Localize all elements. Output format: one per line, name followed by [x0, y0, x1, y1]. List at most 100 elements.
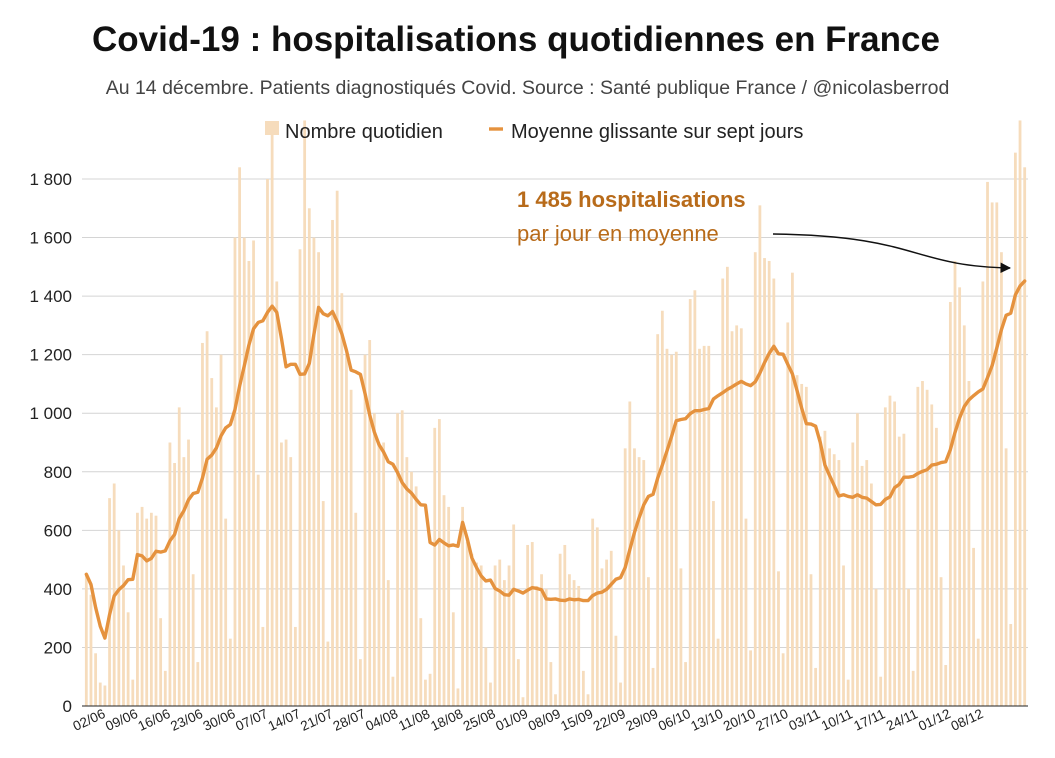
- daily-bar: [372, 413, 376, 706]
- daily-bar: [233, 237, 237, 707]
- daily-bar: [326, 641, 330, 706]
- y-tick-label: 1 000: [29, 404, 72, 423]
- x-tick-label: 17/11: [851, 706, 887, 733]
- daily-bar: [289, 457, 293, 706]
- daily-bar: [893, 401, 897, 706]
- daily-bar: [958, 287, 962, 706]
- y-tick-label: 200: [44, 638, 72, 657]
- daily-bar: [809, 574, 813, 706]
- daily-bar: [512, 524, 516, 706]
- daily-bar: [623, 448, 627, 706]
- daily-bar: [363, 354, 367, 706]
- daily-bar: [126, 612, 130, 706]
- daily-bar: [609, 550, 613, 706]
- daily-bar: [493, 565, 497, 706]
- daily-bar: [433, 427, 437, 706]
- daily-bar: [554, 694, 557, 706]
- daily-bar: [739, 328, 743, 706]
- daily-bar: [902, 433, 906, 706]
- daily-bar: [656, 334, 660, 706]
- daily-bar: [516, 659, 520, 706]
- daily-bar: [470, 553, 474, 706]
- daily-bar: [897, 436, 901, 706]
- daily-bar: [935, 427, 938, 706]
- daily-bar: [159, 618, 163, 706]
- daily-bar: [818, 436, 822, 706]
- daily-bar: [298, 249, 302, 706]
- daily-bar: [331, 219, 334, 706]
- daily-bar: [763, 258, 766, 706]
- daily-bar: [828, 448, 831, 706]
- daily-bar: [377, 442, 381, 706]
- daily-bar: [716, 638, 720, 706]
- daily-bar: [535, 585, 539, 706]
- daily-bar: [786, 322, 790, 706]
- daily-bar: [712, 501, 715, 706]
- daily-bar: [544, 588, 548, 706]
- daily-bar: [122, 565, 125, 706]
- daily-bar: [791, 272, 794, 706]
- daily-bar: [1000, 252, 1003, 706]
- daily-bar: [149, 512, 153, 706]
- x-tick-label: 27/10: [753, 706, 790, 734]
- daily-bar: [317, 252, 320, 706]
- daily-bar: [735, 325, 739, 706]
- daily-bar: [261, 626, 265, 706]
- daily-bar: [414, 486, 418, 706]
- daily-bar: [647, 577, 650, 706]
- daily-bar: [749, 650, 752, 706]
- daily-bar: [744, 518, 748, 706]
- daily-bar: [883, 407, 887, 706]
- daily-bar: [242, 237, 246, 707]
- daily-bar: [345, 354, 348, 706]
- legend-bar-swatch: [265, 121, 279, 135]
- daily-bar: [368, 340, 372, 706]
- x-tick-label: 04/08: [363, 706, 400, 734]
- daily-bar: [730, 331, 734, 706]
- x-tick-label: 24/11: [884, 706, 920, 733]
- daily-bar: [814, 667, 818, 706]
- x-tick-label: 11/08: [396, 706, 432, 733]
- daily-bar: [89, 594, 93, 706]
- daily-bar: [252, 240, 255, 706]
- daily-bar: [832, 454, 836, 706]
- daily-bar: [173, 462, 176, 706]
- daily-bar: [1013, 152, 1017, 706]
- daily-bar: [94, 653, 98, 706]
- daily-bar: [781, 653, 785, 706]
- daily-bar: [753, 252, 757, 706]
- daily-bar: [419, 618, 423, 706]
- x-tick-label: 10/11: [819, 706, 855, 733]
- daily-bar: [447, 506, 451, 706]
- daily-bar: [428, 673, 432, 706]
- daily-bar: [437, 419, 441, 706]
- daily-bar: [1009, 624, 1013, 706]
- daily-bar: [214, 407, 218, 706]
- y-tick-label: 1 200: [29, 346, 72, 365]
- legend-bar-label: Nombre quotidien: [285, 121, 443, 143]
- daily-bar: [846, 679, 850, 706]
- daily-bar: [758, 205, 762, 706]
- daily-bar: [280, 442, 283, 706]
- daily-bar: [270, 123, 274, 707]
- daily-bar: [568, 574, 571, 706]
- annotation-caption: par jour en moyenne: [517, 221, 719, 246]
- daily-bar: [707, 345, 711, 706]
- daily-bar: [98, 682, 102, 706]
- daily-bar: [800, 383, 804, 706]
- daily-bar: [702, 345, 706, 706]
- daily-bar: [777, 571, 780, 706]
- daily-bar: [182, 457, 186, 706]
- daily-bar: [456, 688, 460, 706]
- daily-bar: [586, 694, 590, 706]
- y-tick-label: 600: [44, 521, 72, 540]
- daily-bar: [266, 179, 269, 706]
- daily-bar: [642, 460, 646, 706]
- y-tick-label: 800: [44, 463, 72, 482]
- daily-bar: [1018, 120, 1022, 706]
- daily-bar: [948, 301, 952, 706]
- daily-bar: [451, 612, 455, 706]
- y-tick-label: 1 800: [29, 170, 72, 189]
- daily-bar: [916, 386, 920, 706]
